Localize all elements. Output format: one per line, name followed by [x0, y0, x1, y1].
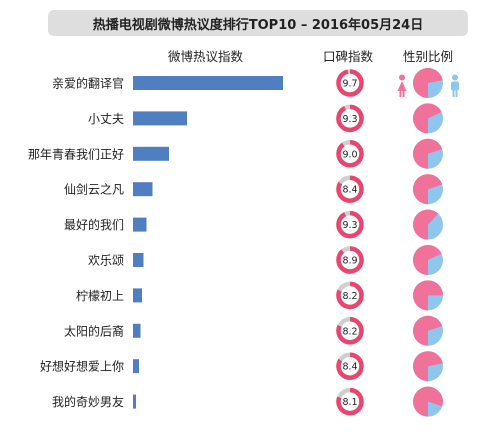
rating-column-header: 口碑指数	[323, 49, 374, 64]
category-label: 小丈夫	[88, 112, 124, 126]
chart-title: 热播电视剧微博热议度排行TOP10 – 2016年05月24日	[92, 17, 424, 33]
rating-ring-fill	[336, 210, 364, 239]
rating-ring-fill	[336, 69, 364, 97]
rating-value: 8.2	[342, 326, 357, 337]
rating-value: 8.1	[342, 397, 357, 408]
male-icon	[451, 74, 459, 97]
bar	[133, 394, 136, 409]
rating-ring-fill	[336, 104, 364, 133]
gender-pie-female	[412, 209, 439, 240]
rating-value: 9.3	[342, 114, 357, 125]
gender-pie-female	[412, 351, 443, 382]
rating-ring-fill	[336, 387, 364, 416]
bar	[133, 182, 153, 197]
rating-ring-fill	[336, 281, 364, 310]
rating-ring-fill	[336, 175, 364, 203]
bar	[133, 359, 139, 374]
rating-value: 8.2	[342, 291, 357, 302]
bar	[133, 111, 187, 126]
category-label: 亲爱的翻译官	[52, 76, 124, 91]
bar	[133, 288, 142, 303]
female-icon	[397, 74, 407, 97]
gender-pie-female	[413, 315, 443, 346]
category-label: 仙剑云之凡	[64, 182, 124, 197]
category-label: 那年青春我们正好	[28, 146, 124, 161]
gender-pie-female	[413, 386, 444, 417]
bar-column-header: 微博热议指数	[168, 49, 244, 64]
rating-value: 8.9	[342, 256, 357, 267]
category-label: 柠檬初上	[76, 288, 124, 303]
gender-pie-female	[413, 174, 443, 205]
category-label: 最好的我们	[64, 217, 124, 232]
bar	[133, 146, 169, 161]
rating-ring-fill	[336, 140, 364, 168]
category-label: 好想好想爱上你	[40, 359, 124, 374]
category-label: 我的奇妙男友	[52, 394, 124, 409]
rating-ring-fill	[336, 246, 364, 274]
category-label: 太阳的后裔	[64, 323, 124, 338]
rating-ring-fill	[336, 352, 364, 380]
bar	[133, 323, 141, 338]
rating-value: 9.3	[342, 220, 357, 231]
rating-value: 9.0	[342, 149, 357, 160]
rating-value: 8.4	[342, 185, 357, 196]
gender-pie-female	[412, 245, 442, 276]
category-label: 欢乐颂	[88, 253, 124, 268]
rating-value: 9.7	[342, 79, 357, 90]
gender-column-header: 性别比例	[403, 49, 454, 64]
bar	[133, 76, 283, 90]
bar	[133, 253, 144, 267]
rating-value: 8.4	[342, 362, 357, 373]
bar	[133, 217, 147, 232]
gender-pie-female	[413, 138, 443, 169]
rating-ring-fill	[336, 317, 364, 345]
gender-pie-female	[412, 103, 442, 134]
chart-title-bar: 热播电视剧微博热议度排行TOP10 – 2016年05月24日	[48, 10, 468, 36]
gender-pie-female	[413, 280, 443, 311]
gender-pie-female	[412, 68, 443, 98]
